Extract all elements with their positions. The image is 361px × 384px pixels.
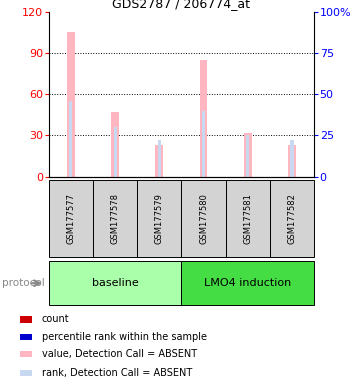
Text: percentile rank within the sample: percentile rank within the sample xyxy=(42,332,206,342)
Bar xyxy=(20,334,32,340)
FancyBboxPatch shape xyxy=(226,180,270,257)
Bar xyxy=(20,370,32,376)
Bar xyxy=(20,316,32,323)
FancyBboxPatch shape xyxy=(182,180,226,257)
Text: GSM177581: GSM177581 xyxy=(243,194,252,244)
Text: GSM177579: GSM177579 xyxy=(155,194,164,244)
Bar xyxy=(246,136,249,177)
Text: value, Detection Call = ABSENT: value, Detection Call = ABSENT xyxy=(42,349,197,359)
Bar xyxy=(244,132,252,177)
FancyBboxPatch shape xyxy=(270,180,314,257)
Title: GDS2787 / 206774_at: GDS2787 / 206774_at xyxy=(112,0,251,10)
Text: GSM177578: GSM177578 xyxy=(110,194,119,244)
Text: GSM177577: GSM177577 xyxy=(66,194,75,244)
Bar xyxy=(200,60,208,177)
Bar xyxy=(69,101,73,177)
FancyBboxPatch shape xyxy=(49,261,181,305)
Text: protocol: protocol xyxy=(2,278,44,288)
Bar xyxy=(20,351,32,357)
Text: LMO4 induction: LMO4 induction xyxy=(204,278,291,288)
Text: GSM177582: GSM177582 xyxy=(287,194,296,244)
Bar xyxy=(158,140,161,177)
Text: rank, Detection Call = ABSENT: rank, Detection Call = ABSENT xyxy=(42,368,192,378)
Text: GSM177580: GSM177580 xyxy=(199,194,208,244)
Bar xyxy=(290,140,293,177)
Bar xyxy=(111,112,119,177)
FancyBboxPatch shape xyxy=(49,180,93,257)
Bar xyxy=(113,127,117,177)
FancyBboxPatch shape xyxy=(182,261,314,305)
Bar xyxy=(67,32,75,177)
FancyBboxPatch shape xyxy=(93,180,137,257)
Bar xyxy=(288,145,296,177)
Text: count: count xyxy=(42,314,69,324)
Bar xyxy=(202,111,205,177)
Bar xyxy=(155,145,163,177)
FancyBboxPatch shape xyxy=(137,180,181,257)
Text: baseline: baseline xyxy=(92,278,139,288)
